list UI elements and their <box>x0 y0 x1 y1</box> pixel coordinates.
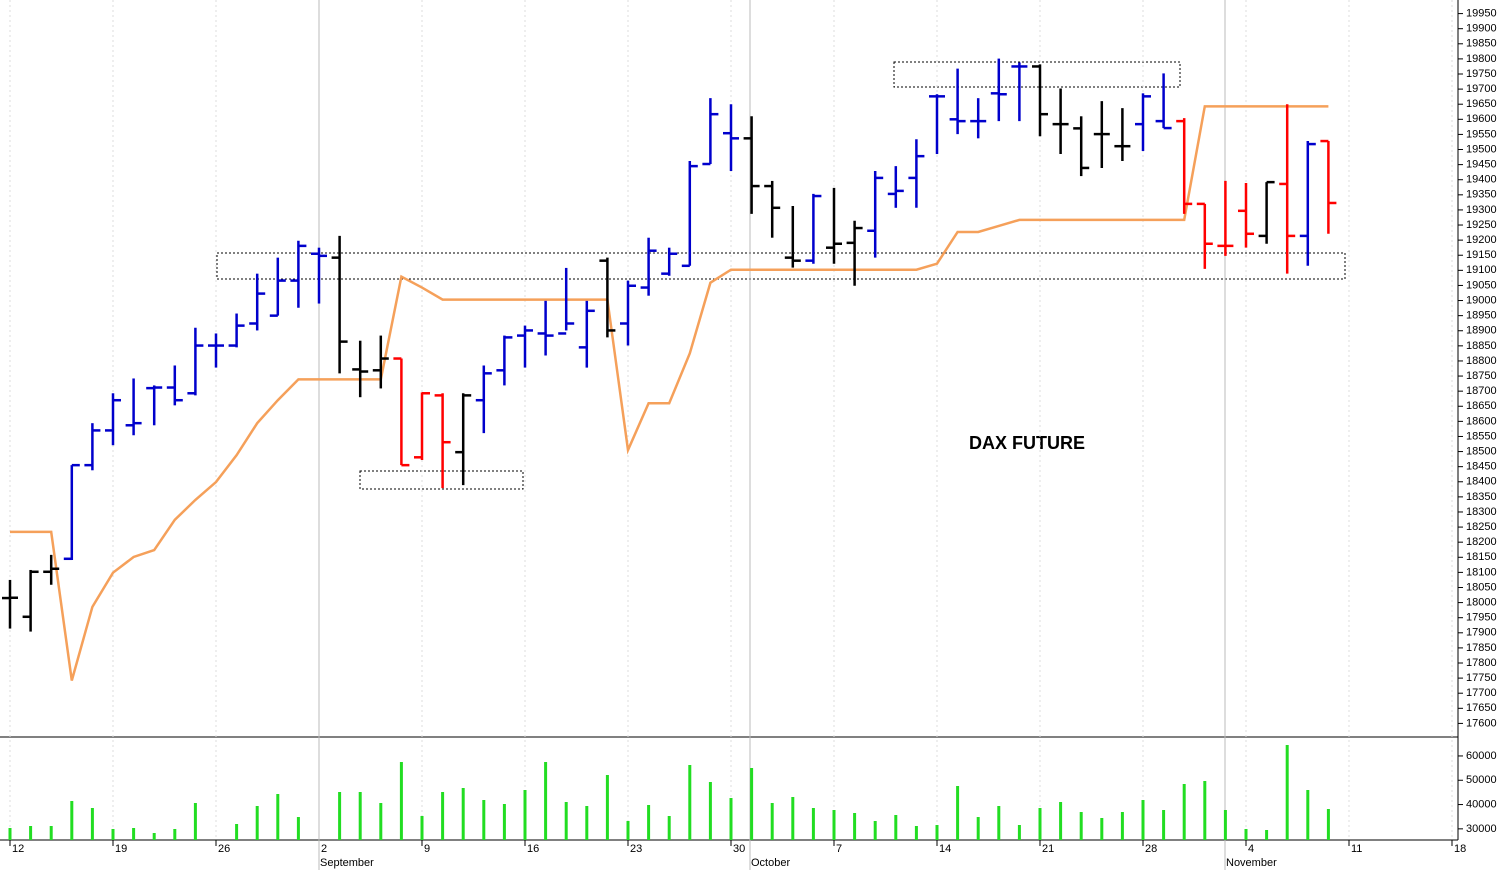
range-box <box>216 252 1346 280</box>
y-tick-label: 17650 <box>1466 702 1497 714</box>
y-tick-label: 19200 <box>1466 234 1497 246</box>
y-tick-label: 17600 <box>1466 717 1497 729</box>
month-label: November <box>1226 857 1277 869</box>
month-label: October <box>751 857 790 869</box>
y-tick-label: 18350 <box>1466 491 1497 503</box>
y-tick-label: 18800 <box>1466 355 1497 367</box>
y-tick-label: 17750 <box>1466 672 1497 684</box>
y-tick-label: 19550 <box>1466 128 1497 140</box>
y-tick-label: 18000 <box>1466 596 1497 608</box>
y-tick-label: 40000 <box>1466 798 1497 810</box>
stop-line <box>10 105 1329 681</box>
y-tick-label: 60000 <box>1466 750 1497 762</box>
y-tick-label: 19250 <box>1466 219 1497 231</box>
x-tick-label: 14 <box>939 843 951 855</box>
y-tick-label: 18850 <box>1466 340 1497 352</box>
y-tick-label: 19050 <box>1466 279 1497 291</box>
y-tick-label: 19300 <box>1466 204 1497 216</box>
y-tick-label: 19850 <box>1466 38 1497 50</box>
y-tick-label: 19750 <box>1466 68 1497 80</box>
y-tick-label: 18900 <box>1466 325 1497 337</box>
y-tick-label: 18600 <box>1466 415 1497 427</box>
y-tick-label: 18650 <box>1466 400 1497 412</box>
y-tick-label: 18100 <box>1466 566 1497 578</box>
y-tick-label: 19800 <box>1466 53 1497 65</box>
month-label: September <box>320 857 374 869</box>
y-tick-label: 18500 <box>1466 445 1497 457</box>
y-tick-label: 17800 <box>1466 657 1497 669</box>
y-tick-label: 18700 <box>1466 385 1497 397</box>
x-tick-label: 18 <box>1454 843 1466 855</box>
x-tick-label: 2 <box>321 843 327 855</box>
x-tick-label: 16 <box>527 843 539 855</box>
y-tick-label: 19700 <box>1466 83 1497 95</box>
y-tick-label: 17700 <box>1466 687 1497 699</box>
y-tick-label: 19450 <box>1466 159 1497 171</box>
y-tick-label: 18250 <box>1466 521 1497 533</box>
y-tick-label: 19350 <box>1466 189 1497 201</box>
x-tick-label: 19 <box>115 843 127 855</box>
chart-title: DAX FUTURE <box>969 433 1085 453</box>
y-tick-label: 18050 <box>1466 581 1497 593</box>
y-tick-label: 17850 <box>1466 642 1497 654</box>
x-tick-label: 12 <box>12 843 24 855</box>
y-tick-label: 19000 <box>1466 294 1497 306</box>
y-tick-label: 18150 <box>1466 551 1497 563</box>
x-tick-label: 23 <box>630 843 642 855</box>
y-tick-label: 30000 <box>1466 823 1497 835</box>
y-tick-label: 18300 <box>1466 506 1497 518</box>
y-tick-label: 18750 <box>1466 370 1497 382</box>
x-tick-label: 7 <box>836 843 842 855</box>
x-tick-label: 21 <box>1042 843 1054 855</box>
x-tick-label: 26 <box>218 843 230 855</box>
x-tick-label: 30 <box>733 843 745 855</box>
y-tick-label: 19900 <box>1466 23 1497 35</box>
x-tick-label: 28 <box>1145 843 1157 855</box>
y-tick-label: 19650 <box>1466 98 1497 110</box>
y-tick-label: 18400 <box>1466 476 1497 488</box>
y-tick-label: 19950 <box>1466 7 1497 19</box>
y-tick-label: 19500 <box>1466 143 1497 155</box>
x-tick-label: 4 <box>1248 843 1254 855</box>
y-tick-label: 17950 <box>1466 612 1497 624</box>
y-tick-label: 18450 <box>1466 461 1497 473</box>
y-tick-label: 17900 <box>1466 627 1497 639</box>
y-tick-label: 19400 <box>1466 174 1497 186</box>
x-tick-label: 11 <box>1351 843 1362 855</box>
y-tick-label: 19150 <box>1466 249 1497 261</box>
y-tick-label: 50000 <box>1466 774 1497 786</box>
y-tick-label: 18950 <box>1466 310 1497 322</box>
range-box <box>893 61 1181 88</box>
x-tick-label: 9 <box>424 843 430 855</box>
y-tick-label: 18200 <box>1466 536 1497 548</box>
y-tick-label: 19600 <box>1466 113 1497 125</box>
y-tick-label: 18550 <box>1466 430 1497 442</box>
y-tick-label: 19100 <box>1466 264 1497 276</box>
